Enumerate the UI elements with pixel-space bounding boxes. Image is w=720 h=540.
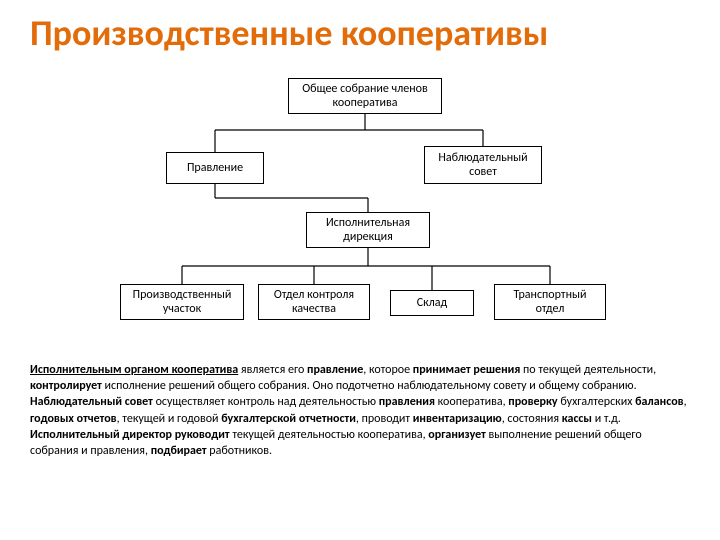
text-run: Наблюдательный совет	[30, 395, 153, 409]
text-run: балансов	[635, 395, 684, 409]
org-chart: Общее собрание членов кооператива Правлен…	[0, 72, 720, 352]
text-run: исполнение решений общего собрания. Оно …	[102, 379, 637, 393]
text-run: контролирует	[30, 379, 102, 393]
text-run: кассы	[562, 412, 592, 426]
node-n3: Наблюдательный совет	[424, 146, 542, 184]
text-run: бухгалтерской отчетности	[221, 412, 356, 426]
text-run: , проводит	[356, 412, 413, 426]
text-run: инвентаризацию	[413, 412, 502, 426]
text-run: , которое	[363, 363, 413, 377]
text-run: ,	[684, 395, 687, 409]
node-n8: Транспортный отдел	[494, 284, 606, 320]
node-n7: Склад	[390, 290, 474, 316]
text-run: и т.д.	[592, 412, 621, 426]
paragraph: Исполнительный директор руководит текуще…	[30, 427, 690, 459]
body-text: Исполнительным органом кооператива являе…	[30, 362, 690, 459]
text-run: текущей деятельностью кооператива,	[230, 428, 429, 442]
node-n1: Общее собрание членов кооператива	[288, 78, 442, 114]
node-n6: Отдел контроля качества	[258, 284, 370, 320]
node-n2: Правление	[166, 152, 264, 184]
page-title: Производственные кооперативы	[30, 14, 548, 54]
text-run: годовых отчетов	[30, 412, 117, 426]
text-run: принимает решения	[413, 363, 521, 377]
text-run: организует	[428, 428, 486, 442]
text-run: Исполнительный директор	[30, 428, 172, 442]
text-run: проверку	[508, 395, 557, 409]
paragraph: Исполнительным органом кооператива являе…	[30, 362, 690, 394]
text-run: , состояния	[502, 412, 562, 426]
text-run: кооператива,	[435, 395, 508, 409]
text-run: осуществляет контроль над деятельностью	[153, 395, 379, 409]
node-n5: Производственный участок	[120, 284, 244, 320]
paragraph: Наблюдательный совет осуществляет контро…	[30, 394, 690, 426]
text-run: Исполнительным органом кооператива	[30, 363, 238, 377]
text-run: правления	[379, 395, 435, 409]
text-run: работников.	[207, 444, 272, 458]
text-run: является его	[238, 363, 307, 377]
text-run: подбирает	[151, 444, 207, 458]
text-run: правление	[307, 363, 363, 377]
text-run: по текущей деятельности,	[520, 363, 656, 377]
node-n4: Исполнительная дирекция	[306, 212, 430, 248]
text-run: бухгалтерских	[558, 395, 635, 409]
text-run: , текущей и годовой	[117, 412, 222, 426]
text-run: руководит	[175, 428, 230, 442]
